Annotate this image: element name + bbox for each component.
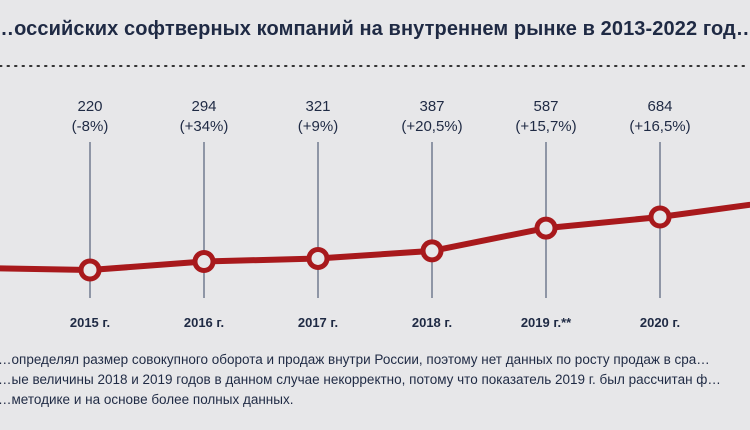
data-point — [648, 205, 672, 229]
footnote-line-1: …определял размер совокупного оборота и … — [0, 352, 710, 367]
value-label: 294 — [191, 98, 216, 115]
x-tick-label: 2020 г. — [640, 315, 680, 330]
x-tick-label: 2016 г. — [184, 315, 224, 330]
x-tick-label: 2015 г. — [70, 315, 110, 330]
data-point — [192, 250, 216, 274]
change-label: (+34%) — [180, 118, 229, 135]
value-label: 321 — [305, 98, 330, 115]
change-label: (+20,5%) — [401, 118, 462, 135]
value-label: 387 — [419, 98, 444, 115]
data-point — [78, 258, 102, 282]
value-label: 684 — [647, 98, 672, 115]
change-label: (-8%) — [72, 118, 109, 135]
x-tick-label: 2018 г. — [412, 315, 452, 330]
value-label: 220 — [77, 98, 102, 115]
footnote-line-3: …методике и на основе более полных данны… — [0, 392, 294, 407]
value-label: 587 — [533, 98, 558, 115]
footnote-line-2: …ые величины 2018 и 2019 годов в данном … — [0, 372, 721, 387]
x-tick-label: 2019 г.** — [521, 315, 572, 330]
data-point — [420, 239, 444, 263]
footnote: …определял размер совокупного оборота и … — [0, 350, 721, 410]
chart-title: …оссийских софтверных компаний на внутре… — [0, 18, 750, 40]
data-point — [534, 216, 558, 240]
change-label: (+9%) — [298, 118, 338, 135]
change-label: (+16,5%) — [629, 118, 690, 135]
data-point — [306, 246, 330, 270]
series-line — [0, 201, 750, 273]
x-tick-label: 2017 г. — [298, 315, 338, 330]
change-label: (+15,7%) — [515, 118, 576, 135]
